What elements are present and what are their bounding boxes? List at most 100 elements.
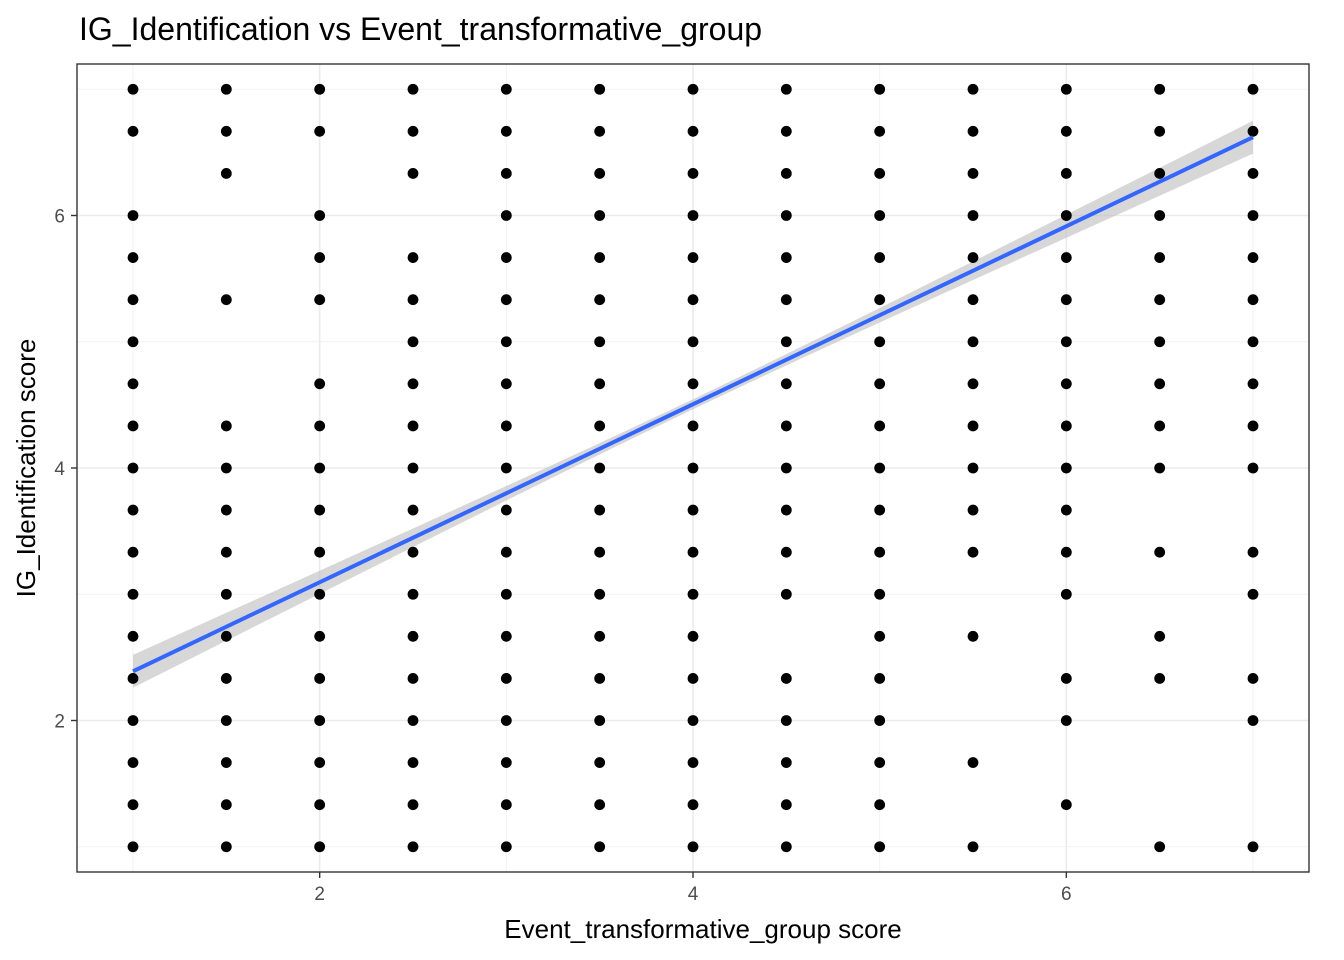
data-point bbox=[314, 420, 326, 432]
data-point bbox=[500, 673, 512, 684]
data-point bbox=[687, 294, 699, 306]
data-point bbox=[1060, 168, 1072, 179]
data-point bbox=[500, 588, 512, 600]
data-point bbox=[1060, 252, 1072, 263]
data-point bbox=[127, 252, 139, 263]
data-point bbox=[127, 715, 139, 726]
data-point bbox=[780, 294, 792, 306]
data-point bbox=[1060, 336, 1072, 348]
data-point bbox=[594, 588, 606, 600]
data-points bbox=[127, 83, 1259, 853]
data-point bbox=[1154, 294, 1166, 306]
data-point bbox=[314, 125, 326, 137]
data-point bbox=[967, 168, 979, 179]
data-point bbox=[780, 83, 792, 95]
data-point bbox=[874, 588, 886, 600]
data-point bbox=[407, 462, 419, 474]
data-point bbox=[127, 630, 139, 642]
data-point bbox=[500, 630, 512, 642]
data-point bbox=[127, 462, 139, 474]
data-point bbox=[594, 294, 606, 306]
data-point bbox=[1247, 294, 1259, 306]
data-point bbox=[407, 504, 419, 516]
data-point bbox=[220, 588, 232, 600]
regression-line bbox=[132, 135, 1254, 674]
data-point bbox=[780, 546, 792, 558]
data-point bbox=[1154, 168, 1166, 179]
data-point bbox=[407, 841, 419, 853]
data-point bbox=[594, 125, 606, 137]
data-point bbox=[874, 841, 886, 853]
y-axis-title: IG_Identification score bbox=[11, 339, 41, 598]
data-point bbox=[127, 673, 139, 684]
data-point bbox=[594, 504, 606, 516]
data-point bbox=[967, 420, 979, 432]
data-point bbox=[220, 546, 232, 558]
data-point bbox=[1060, 83, 1072, 95]
data-point bbox=[874, 715, 886, 726]
data-point bbox=[687, 378, 699, 390]
data-point bbox=[967, 336, 979, 348]
data-point bbox=[500, 125, 512, 137]
data-point bbox=[1247, 336, 1259, 348]
data-point bbox=[967, 841, 979, 853]
regression-line-layer bbox=[132, 135, 1254, 674]
data-point bbox=[874, 378, 886, 390]
data-point bbox=[127, 336, 139, 348]
data-point bbox=[687, 336, 699, 348]
data-point bbox=[407, 799, 419, 811]
data-point bbox=[500, 168, 512, 179]
data-point bbox=[407, 168, 419, 179]
data-point bbox=[687, 757, 699, 768]
data-point bbox=[967, 378, 979, 390]
data-point bbox=[687, 252, 699, 263]
data-point bbox=[874, 673, 886, 684]
data-point bbox=[1247, 715, 1259, 726]
x-tick-label: 4 bbox=[688, 884, 699, 905]
chart-title: IG_Identification vs Event_transformativ… bbox=[79, 11, 762, 47]
data-point bbox=[407, 546, 419, 558]
data-point bbox=[967, 757, 979, 768]
data-point bbox=[780, 588, 792, 600]
data-point bbox=[967, 294, 979, 306]
data-point bbox=[314, 462, 326, 474]
data-point bbox=[874, 504, 886, 516]
data-point bbox=[1060, 210, 1072, 221]
data-point bbox=[407, 83, 419, 95]
data-point bbox=[687, 504, 699, 516]
data-point bbox=[407, 125, 419, 137]
data-point bbox=[687, 673, 699, 684]
data-point bbox=[687, 420, 699, 432]
data-point bbox=[874, 420, 886, 432]
y-tick-label: 2 bbox=[54, 712, 65, 733]
data-point bbox=[407, 336, 419, 348]
data-point bbox=[1060, 125, 1072, 137]
data-point bbox=[1060, 673, 1072, 684]
data-point bbox=[780, 168, 792, 179]
data-point bbox=[780, 420, 792, 432]
data-point bbox=[1154, 630, 1166, 642]
data-point bbox=[1247, 83, 1259, 95]
data-point bbox=[967, 504, 979, 516]
data-point bbox=[1154, 83, 1166, 95]
data-point bbox=[594, 378, 606, 390]
data-point bbox=[687, 125, 699, 137]
data-point bbox=[874, 83, 886, 95]
data-point bbox=[687, 546, 699, 558]
data-point bbox=[780, 252, 792, 263]
data-point bbox=[687, 462, 699, 474]
data-point bbox=[220, 462, 232, 474]
data-point bbox=[594, 546, 606, 558]
data-point bbox=[874, 462, 886, 474]
data-point bbox=[1247, 168, 1259, 179]
data-point bbox=[1247, 210, 1259, 221]
data-point bbox=[780, 504, 792, 516]
data-point bbox=[874, 125, 886, 137]
data-point bbox=[1247, 841, 1259, 853]
data-point bbox=[220, 83, 232, 95]
data-point bbox=[1247, 125, 1259, 137]
data-point bbox=[874, 168, 886, 179]
data-point bbox=[1060, 715, 1072, 726]
data-point bbox=[314, 799, 326, 811]
data-point bbox=[780, 757, 792, 768]
